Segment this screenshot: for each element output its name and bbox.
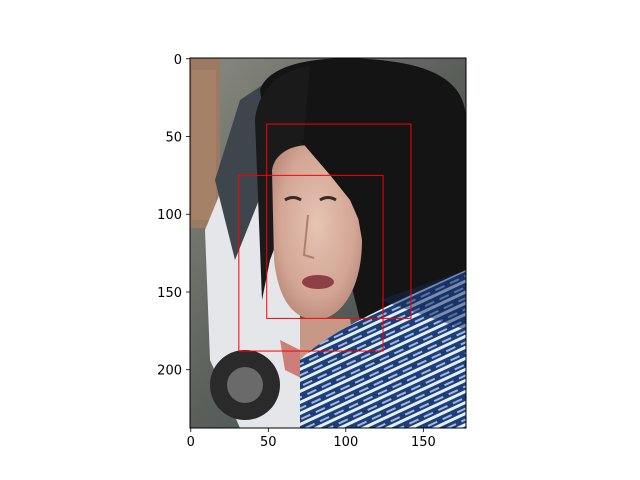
x-tick-label-0: 0 [187, 435, 195, 450]
y-tick-label-200: 200 [157, 364, 182, 379]
box-1 [266, 123, 412, 319]
y-tick-label-100: 100 [157, 208, 182, 223]
x-axis: 0 50 100 150 [187, 428, 436, 450]
y-tick-label-0: 0 [174, 53, 182, 68]
x-tick-label-150: 150 [411, 435, 436, 450]
y-axis: 0 50 100 150 200 [157, 53, 190, 379]
box-2 [238, 174, 384, 352]
axes-frame [189, 57, 467, 429]
portrait-photo [190, 58, 466, 428]
y-tick-label-50: 50 [165, 131, 182, 146]
y-tick-label-150: 150 [157, 286, 182, 301]
x-tick-label-100: 100 [333, 435, 358, 450]
x-tick-label-50: 50 [260, 435, 277, 450]
